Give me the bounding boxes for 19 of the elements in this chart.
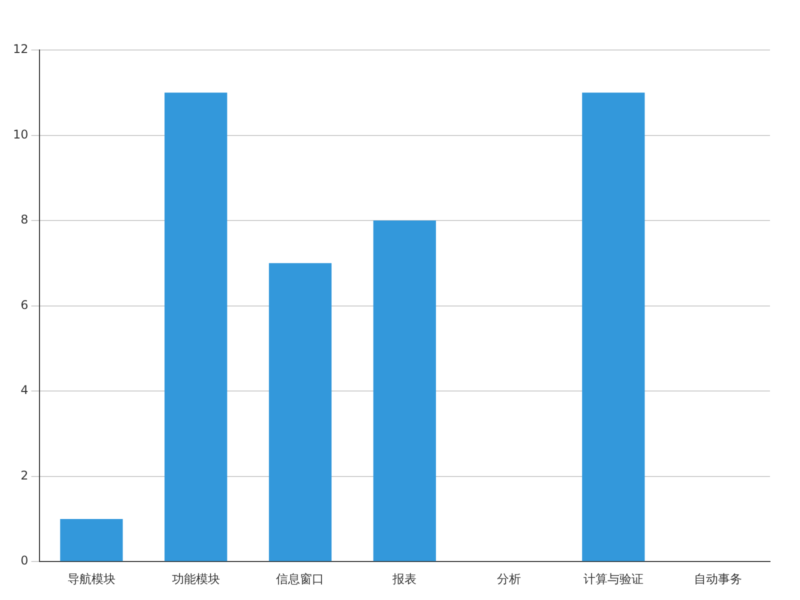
bar [373,220,436,562]
bar [164,92,228,562]
y-tick-label: 12 [12,42,28,56]
y-tick-label: 8 [20,212,28,227]
x-tick-label: 功能模块 [172,572,220,586]
bar [268,263,332,562]
y-tick-label: 10 [12,127,28,142]
x-tick-label: 报表 [392,572,417,586]
x-tick-label: 自动事务 [694,572,742,586]
x-tick-label: 分析 [497,572,522,586]
y-tick-label: 6 [20,298,28,312]
y-tick-label: 4 [20,383,28,398]
x-tick-label: 信息窗口 [276,572,324,586]
y-tick-label: 0 [20,554,28,568]
bar [582,92,645,562]
x-tick-label: 计算与验证 [583,572,644,586]
x-tick-label: 导航模块 [67,572,116,586]
y-tick-label: 2 [20,468,28,482]
bar [60,518,123,562]
